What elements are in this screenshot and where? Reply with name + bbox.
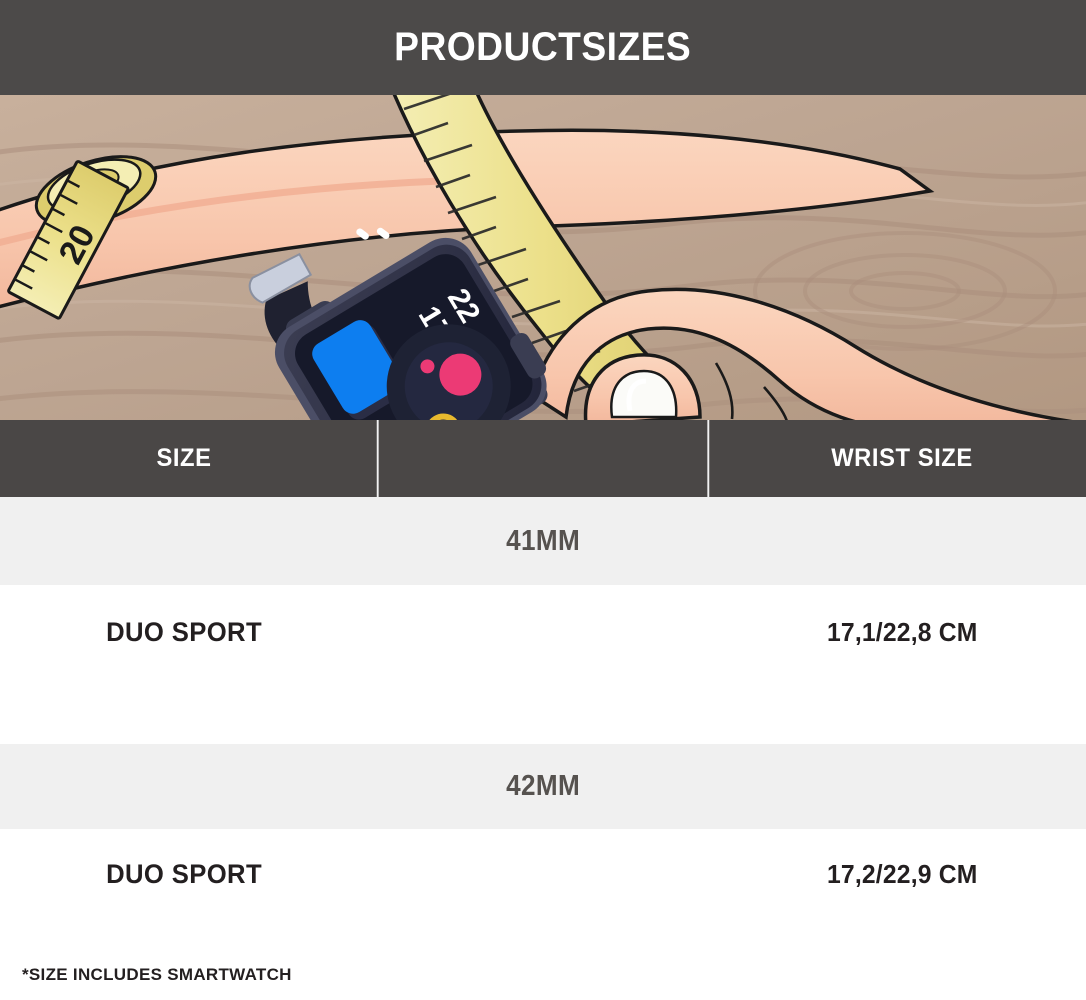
table-row: DUO SPORT 17,1/22,8 CM: [0, 585, 1086, 680]
hand: [529, 287, 1074, 420]
cell-product-name: DUO SPORT: [0, 829, 368, 919]
page-title-bar: PRODUCTSIZES: [0, 0, 1086, 95]
wrist-size-value: 17,1/22,8 CM: [826, 617, 978, 647]
size-group-band-42mm: 42MM: [0, 744, 1086, 829]
wrist-measuring-illustration: 20: [0, 95, 1086, 420]
size-group-band-41mm: 41MM: [0, 497, 1086, 585]
watch-dot-pink: [439, 353, 482, 396]
cell-blank: [368, 585, 718, 680]
footnote: *SIZE INCLUDES SMARTWATCH: [22, 965, 292, 984]
column-header-wrist-size-label: WRIST SIZE: [831, 444, 973, 472]
table-header-row: SIZE WRIST SIZE: [0, 420, 1086, 497]
tape-end-strip: 20: [7, 160, 130, 320]
watch-widget-blue: [312, 320, 402, 414]
cell-wrist-size: 17,2/22,9 CM: [718, 829, 1086, 919]
column-header-blank: [376, 420, 710, 497]
product-name-value: DUO SPORT: [106, 858, 262, 889]
size-group-label: 42MM: [506, 770, 580, 802]
column-header-size-label: SIZE: [156, 444, 212, 472]
watch-ring-yellow: [425, 413, 462, 420]
illustration-svg: 20: [0, 95, 1086, 420]
column-header-wrist-size: WRIST SIZE: [727, 420, 1077, 497]
wrist-size-value: 17,2/22,9 CM: [826, 858, 978, 889]
column-header-size: SIZE: [9, 420, 359, 497]
cell-product-name: DUO SPORT: [0, 585, 368, 680]
watch-dot-pink-small: [420, 359, 435, 374]
page-title: PRODUCTSIZES: [394, 25, 692, 69]
product-name-value: DUO SPORT: [106, 617, 262, 647]
table-row: DUO SPORT 17,2/22,9 CM: [0, 829, 1086, 919]
smartwatch: 22 17: [248, 227, 582, 420]
size-group-label: 41MM: [506, 524, 580, 557]
cell-wrist-size: 17,1/22,8 CM: [718, 585, 1086, 680]
watch-buckle: [248, 252, 313, 304]
cell-blank: [368, 829, 718, 919]
